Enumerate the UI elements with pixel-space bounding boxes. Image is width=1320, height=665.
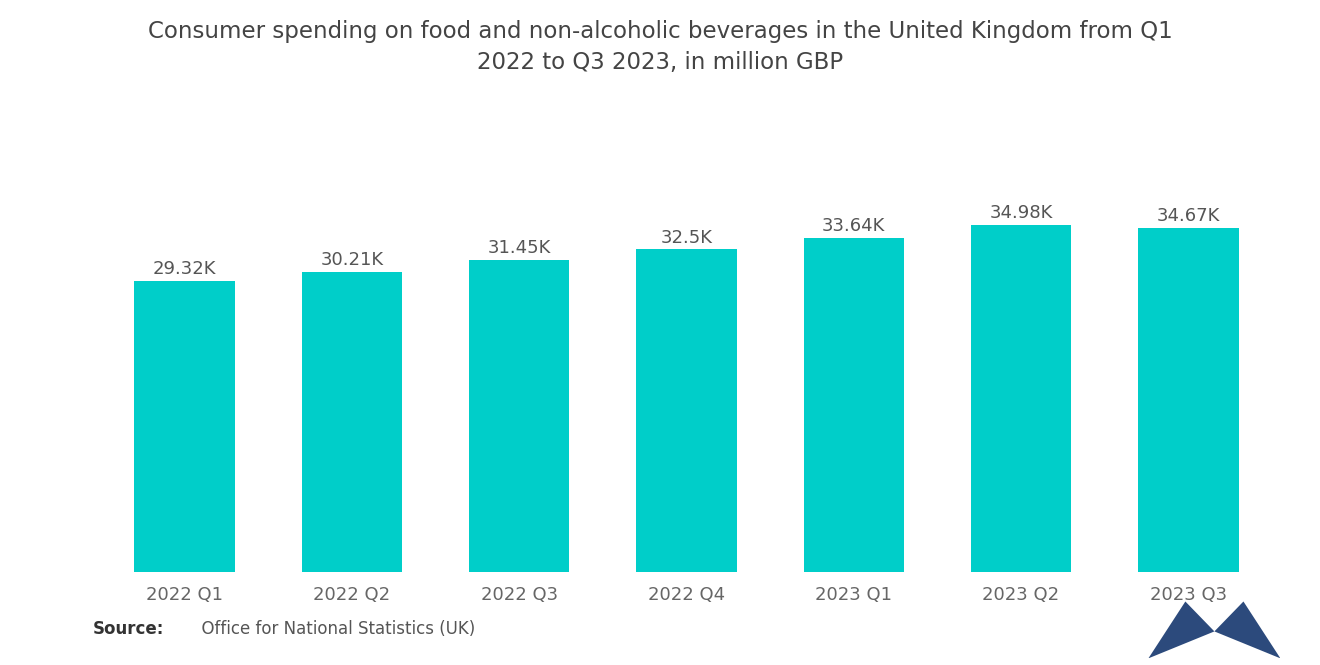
Text: Source:: Source: xyxy=(92,620,164,638)
Text: 34.98K: 34.98K xyxy=(990,204,1053,222)
Bar xyxy=(301,272,403,572)
Bar xyxy=(636,249,737,572)
Bar xyxy=(469,259,569,572)
Text: 30.21K: 30.21K xyxy=(321,251,383,269)
Text: 34.67K: 34.67K xyxy=(1156,207,1220,225)
Text: Office for National Statistics (UK): Office for National Statistics (UK) xyxy=(191,620,475,638)
Bar xyxy=(135,281,235,572)
Bar xyxy=(804,238,904,572)
Text: 32.5K: 32.5K xyxy=(660,229,713,247)
Text: 29.32K: 29.32K xyxy=(153,260,216,278)
Bar xyxy=(1138,227,1238,572)
Bar xyxy=(970,225,1072,572)
Text: 31.45K: 31.45K xyxy=(487,239,550,257)
Text: 33.64K: 33.64K xyxy=(822,217,886,235)
Text: Consumer spending on food and non-alcoholic beverages in the United Kingdom from: Consumer spending on food and non-alcoho… xyxy=(148,20,1172,74)
